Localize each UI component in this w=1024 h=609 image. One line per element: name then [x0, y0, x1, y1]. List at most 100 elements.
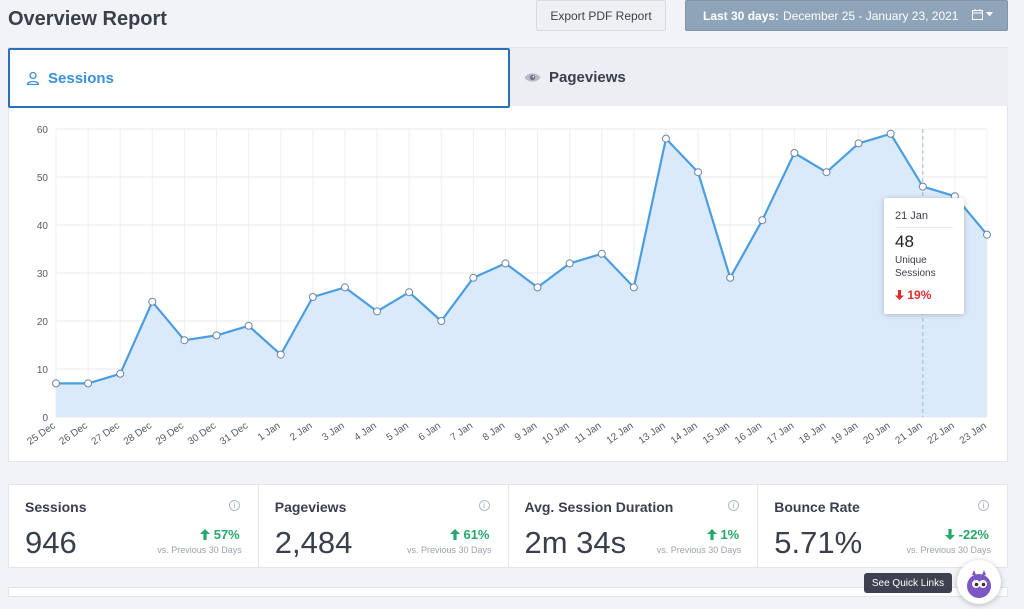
stat-label: Avg. Session Duration [524, 499, 674, 515]
date-range-prefix: Last 30 days: [703, 8, 780, 23]
data-point [886, 129, 895, 138]
mascot-avatar-icon[interactable] [957, 560, 1001, 604]
stat-comparison: vs. Previous 30 Days [906, 545, 991, 555]
arrow-up-icon [706, 529, 717, 540]
y-tick-label: 20 [37, 317, 49, 328]
stat-value: 5.71% [774, 525, 863, 560]
monster-icon [967, 570, 991, 598]
x-tick-label: 19 Jan [829, 420, 860, 446]
x-tick-label: 5 Jan [385, 420, 411, 443]
see-quick-links-button[interactable]: See Quick Links [864, 573, 952, 593]
tooltip-change-value: 19% [907, 288, 932, 302]
data-point [854, 139, 863, 148]
x-tick-label: 8 Jan [481, 420, 507, 443]
x-tick-label: 13 Jan [637, 420, 668, 446]
x-tick-label: 25 Dec [25, 420, 57, 447]
data-point [244, 321, 253, 330]
stats-row: Sessions i 946 57% vs. Previous 30 Days … [8, 484, 1008, 568]
user-icon [26, 71, 40, 85]
data-point [790, 149, 799, 157]
x-tick-label: 21 Jan [894, 420, 925, 446]
info-icon[interactable]: i [978, 500, 989, 511]
stat-value: 946 [25, 525, 77, 560]
data-point [52, 379, 60, 388]
x-tick-label: 14 Jan [669, 420, 700, 446]
stat-sessions: Sessions i 946 57% vs. Previous 30 Days [9, 485, 259, 567]
stat-pageviews: Pageviews i 2,484 61% vs. Previous 30 Da… [259, 485, 509, 567]
stat-change-value: -22% [958, 527, 989, 542]
export-pdf-label: Export PDF Report [550, 8, 652, 23]
info-icon[interactable]: i [478, 500, 490, 511]
export-pdf-button[interactable]: Export PDF Report [536, 0, 666, 31]
x-tick-label: 22 Jan [926, 420, 957, 446]
eye-icon [524, 72, 541, 82]
x-tick-label: 15 Jan [701, 420, 732, 446]
data-point [276, 350, 285, 359]
y-tick-label: 0 [42, 413, 48, 424]
data-point [918, 182, 927, 191]
tab-pageviews-label: Pageviews [549, 68, 626, 86]
next-panel-edge [8, 587, 1008, 597]
x-tick-label: 11 Jan [573, 420, 603, 446]
stat-value: 2,484 [274, 525, 353, 560]
stat-comparison: vs. Previous 30 Days [406, 545, 492, 555]
data-point [148, 297, 157, 306]
x-tick-label: 30 Dec [186, 420, 218, 447]
x-tick-label: 7 Jan [449, 420, 475, 443]
data-point [694, 168, 703, 177]
data-point [180, 336, 189, 345]
stat-change: 57% [200, 527, 240, 542]
calendar-icon [972, 9, 983, 20]
x-tick-label: 20 Jan [862, 420, 893, 446]
info-icon[interactable]: i [728, 500, 740, 511]
stat-label: Bounce Rate [774, 499, 860, 515]
stat-bounce-rate: Bounce Rate i 5.71% -22% vs. Previous 30… [758, 485, 1007, 567]
date-range-value: December 25 - January 23, 2021 [783, 8, 959, 23]
data-point [469, 273, 478, 282]
sessions-chart: 0 10 20 30 40 50 60 25 Dec 26 Dec 27 Dec 28 Dec 29 … [25, 125, 991, 448]
data-point [758, 216, 767, 225]
x-tick-label: 4 Jan [352, 420, 378, 443]
tooltip-value: 48 [895, 232, 914, 251]
data-point [726, 273, 735, 282]
tooltip-change: 19% [895, 288, 953, 302]
arrow-down-icon [945, 529, 956, 540]
stat-change-value: 57% [213, 527, 240, 542]
x-tick-label: 6 Jan [417, 420, 443, 443]
x-tick-label: 9 Jan [513, 420, 539, 443]
x-tick-label: 12 Jan [605, 420, 636, 446]
data-point [405, 288, 414, 297]
stat-comparison: vs. Previous 30 Days [157, 545, 242, 555]
y-tick-label: 60 [37, 125, 49, 136]
tab-sessions[interactable]: Sessions [8, 48, 510, 108]
y-tick-label: 40 [37, 221, 49, 232]
x-tick-label: 2 Jan [288, 420, 314, 443]
data-point [116, 369, 125, 378]
x-tick-label: 29 Dec [154, 420, 186, 447]
y-tick-label: 10 [37, 365, 49, 376]
quick-links-label: See Quick Links [871, 577, 945, 589]
chevron-down-icon [986, 12, 993, 17]
data-point [983, 230, 991, 239]
data-point [501, 259, 510, 268]
x-tick-label: 1 Jan [256, 420, 282, 443]
date-range-picker[interactable]: Last 30 days: December 25 - January 23, … [685, 0, 1008, 31]
data-point [629, 283, 638, 292]
x-tick-label: 31 Dec [218, 420, 250, 447]
page-title: Overview Report [8, 8, 167, 30]
data-point [84, 379, 93, 388]
data-point [212, 331, 221, 340]
data-point [373, 307, 382, 316]
x-tick-label: 26 Dec [58, 420, 90, 447]
info-icon[interactable]: i [228, 500, 240, 511]
series-line [56, 132, 988, 385]
data-point [661, 134, 670, 143]
data-point [822, 168, 831, 177]
tab-pageviews[interactable]: Pageviews [510, 48, 1008, 106]
x-tick-label: 27 Dec [90, 420, 122, 447]
x-tick-label: 17 Jan [765, 420, 796, 446]
x-tick-label: 23 Jan [958, 420, 989, 446]
data-point [308, 293, 317, 301]
arrow-up-icon [449, 529, 460, 540]
stat-label: Pageviews [274, 499, 347, 515]
